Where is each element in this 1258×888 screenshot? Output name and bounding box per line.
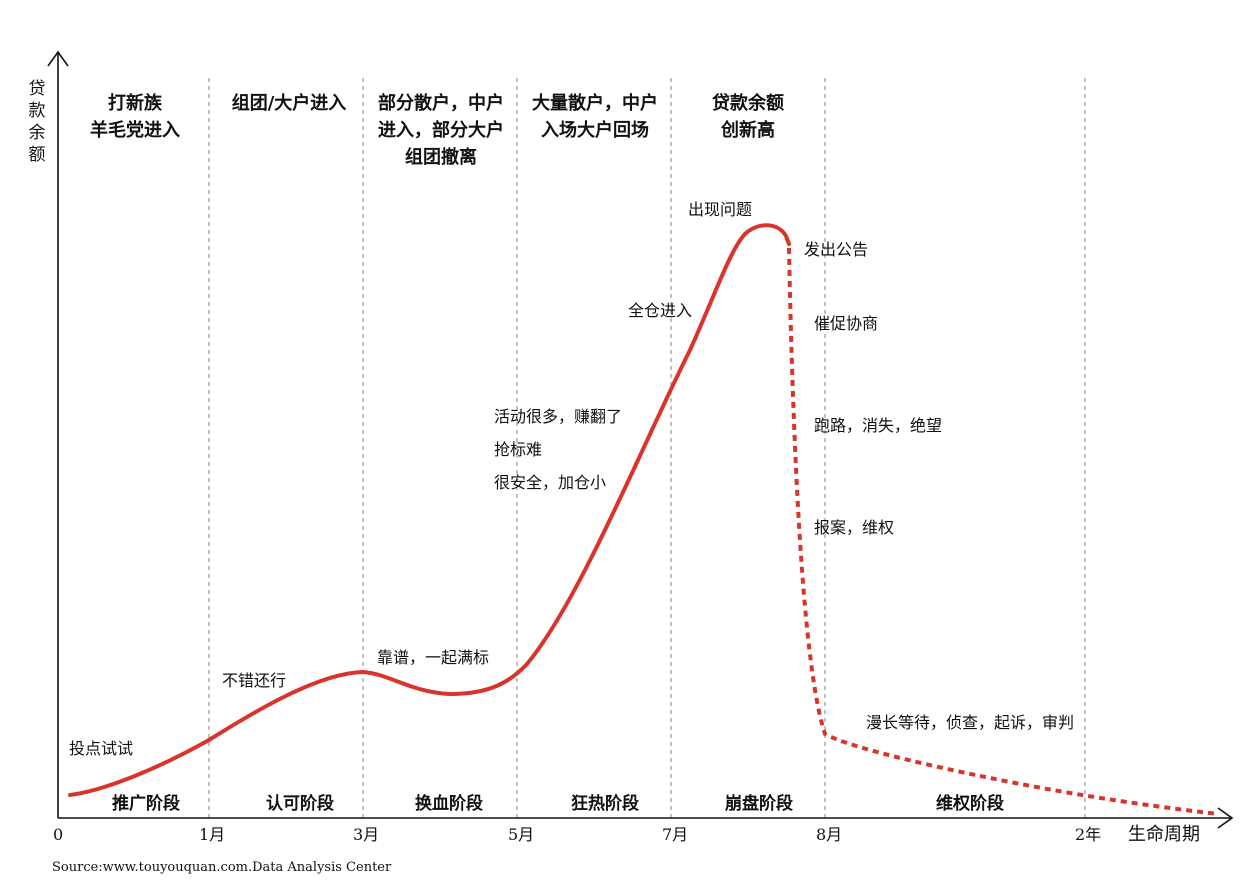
annotation-many-events: 活动很多，赚翻了 xyxy=(494,407,623,426)
annotation-long-wait: 漫长等待，侦查，起诉，审判 xyxy=(866,713,1075,732)
source-note: Source:www.touyouquan.com.Data Analysis … xyxy=(52,860,392,875)
header-peak: 贷款余额 创新高 xyxy=(712,93,784,141)
annotation-not-bad: 不错还行 xyxy=(222,671,287,690)
axes xyxy=(47,50,1234,829)
tick-0: 0 xyxy=(53,825,64,844)
header-churn: 部分散户，中户 进入，部分大户 组团撤离 xyxy=(378,93,504,168)
tick-7m: 7月 xyxy=(662,825,689,844)
stage-rights: 维权阶段 xyxy=(936,794,1004,814)
header-recognition: 组团/大户进入 xyxy=(231,93,347,114)
stage-promotion: 推广阶段 xyxy=(112,794,180,814)
tick-1m: 1月 xyxy=(199,825,226,844)
annotation-report: 报案，维权 xyxy=(814,518,895,537)
x-axis-arrow xyxy=(1217,807,1234,829)
y-axis-arrow xyxy=(47,50,69,67)
annotation-safe-add: 很安全，加仓小 xyxy=(494,473,607,492)
tick-5m: 5月 xyxy=(508,825,535,844)
annotation-hard-to-bid: 抢标难 xyxy=(494,440,543,459)
x-axis-label: 生命周期 xyxy=(1128,824,1200,845)
header-promo: 打新族 羊毛党进入 xyxy=(90,93,180,141)
stage-collapse: 崩盘阶段 xyxy=(725,794,793,814)
stage-recognition: 认可阶段 xyxy=(266,794,334,814)
stage-churn: 换血阶段 xyxy=(415,794,483,814)
tick-3m: 3月 xyxy=(353,825,380,844)
header-frenzy: 大量散户，中户 入场大户回场 xyxy=(532,93,658,141)
stage-dividers xyxy=(208,78,1086,818)
tick-2y: 2年 xyxy=(1075,825,1102,844)
annotation-try: 投点试试 xyxy=(69,739,134,758)
annotation-all-in: 全仓进入 xyxy=(628,301,693,320)
annotation-problem: 出现问题 xyxy=(688,200,753,219)
annotation-reliable: 靠谱，一起满标 xyxy=(377,648,490,667)
stage-frenzy: 狂热阶段 xyxy=(571,794,639,814)
annotation-notice: 发出公告 xyxy=(804,240,869,259)
annotation-negotiate: 催促协商 xyxy=(814,314,879,333)
tick-8m: 8月 xyxy=(816,825,843,844)
balance-curve-dotted xyxy=(787,247,1219,816)
y-axis-label: 贷款余额 xyxy=(28,79,46,165)
balance-curve-solid xyxy=(68,223,791,797)
annotation-runaway: 跑路，消失，绝望 xyxy=(814,416,943,435)
